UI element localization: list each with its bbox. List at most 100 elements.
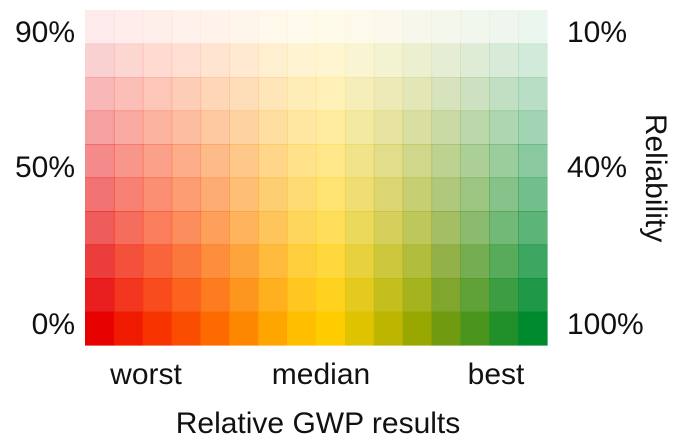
heatmap-cell xyxy=(316,110,346,145)
heatmap-cell xyxy=(287,211,317,246)
heatmap-cell xyxy=(200,311,230,346)
heatmap-cell xyxy=(200,177,230,212)
heatmap-cell xyxy=(518,110,548,145)
heatmap-cell xyxy=(489,177,519,212)
heatmap-cell xyxy=(258,43,288,78)
heatmap-cell xyxy=(229,211,259,246)
heatmap-cell xyxy=(113,278,144,313)
heatmap-cell xyxy=(229,43,259,78)
heatmap-cell xyxy=(200,43,230,78)
heatmap-cell xyxy=(171,211,202,246)
heatmap-cell xyxy=(402,77,433,112)
heatmap-cell xyxy=(460,110,490,145)
heatmap-cell xyxy=(171,110,202,145)
heatmap-cell xyxy=(373,10,404,45)
heatmap-cell xyxy=(200,278,230,313)
heatmap-cell xyxy=(431,144,461,179)
heatmap-cell xyxy=(518,278,548,313)
heatmap-cell xyxy=(373,144,404,179)
heatmap-cell xyxy=(518,77,548,112)
heatmap-cell xyxy=(316,77,346,112)
y-tick-left-90: 90% xyxy=(15,16,75,49)
heatmap-cell xyxy=(344,77,375,112)
heatmap-cell xyxy=(518,211,548,246)
heatmap-cell xyxy=(258,10,288,45)
heatmap-cell xyxy=(113,10,144,45)
heatmap-cell xyxy=(229,77,259,112)
heatmap-cell xyxy=(402,311,433,346)
heatmap-cell xyxy=(85,244,115,279)
heatmap-cell xyxy=(229,177,259,212)
heatmap-cell xyxy=(431,311,461,346)
heatmap-cell xyxy=(460,311,490,346)
x-tick-median: median xyxy=(272,358,370,391)
heatmap-cell xyxy=(316,144,346,179)
heatmap-cell xyxy=(316,244,346,279)
y-tick-left-0: 0% xyxy=(32,308,75,341)
heatmap-cell xyxy=(373,211,404,246)
heatmap-cell xyxy=(171,10,202,45)
heatmap-cell xyxy=(518,10,548,45)
heatmap-cell xyxy=(287,177,317,212)
heatmap-cell xyxy=(287,110,317,145)
y-tick-right-10: 10% xyxy=(567,16,627,49)
heatmap-cell xyxy=(85,144,115,179)
heatmap-cell xyxy=(489,43,519,78)
right-axis-label: Reliability xyxy=(639,114,672,242)
x-tick-worst: worst xyxy=(109,358,182,391)
heatmap-cell xyxy=(142,10,173,45)
heatmap-cell xyxy=(344,177,375,212)
heatmap-cell xyxy=(113,211,144,246)
heatmap-cell xyxy=(142,144,173,179)
heatmap-cell xyxy=(373,311,404,346)
heatmap-cell xyxy=(229,10,259,45)
heatmap-cell xyxy=(258,211,288,246)
heatmap-cell xyxy=(518,311,548,346)
heatmap-cell xyxy=(460,177,490,212)
heatmap-cell xyxy=(402,278,433,313)
heatmap-cell xyxy=(316,211,346,246)
heatmap-cell xyxy=(200,77,230,112)
heatmap-cell xyxy=(113,43,144,78)
heatmap-cell xyxy=(518,177,548,212)
heatmap-cell xyxy=(287,43,317,78)
heatmap-cell xyxy=(287,144,317,179)
heatmap-cell xyxy=(200,211,230,246)
y-tick-right-40: 40% xyxy=(567,151,627,184)
heatmap-cell xyxy=(200,144,230,179)
heatmap-cell xyxy=(142,177,173,212)
heatmap-cell xyxy=(316,10,346,45)
heatmap-cell xyxy=(460,244,490,279)
heatmap-cell xyxy=(258,278,288,313)
heatmap-cell xyxy=(489,144,519,179)
heatmap-cell xyxy=(431,43,461,78)
heatmap-cell xyxy=(460,10,490,45)
heatmap-cell xyxy=(373,278,404,313)
heatmap-cell xyxy=(85,311,115,346)
heatmap-cell xyxy=(489,110,519,145)
heatmap-cell xyxy=(431,244,461,279)
heatmap-cell xyxy=(344,110,375,145)
heatmap-cell xyxy=(200,244,230,279)
heatmap-cell xyxy=(373,110,404,145)
heatmap-cell xyxy=(113,77,144,112)
heatmap-cell xyxy=(460,144,490,179)
heatmap-cell xyxy=(171,278,202,313)
heatmap-cell xyxy=(85,110,115,145)
heatmap-cell xyxy=(287,244,317,279)
heatmap-cell xyxy=(142,77,173,112)
heatmap-cell xyxy=(431,10,461,45)
heatmap-cell xyxy=(287,77,317,112)
heatmap-cell xyxy=(373,177,404,212)
heatmap-cell xyxy=(258,77,288,112)
heatmap-cell xyxy=(402,110,433,145)
heatmap-cell xyxy=(344,144,375,179)
heatmap-cell xyxy=(344,43,375,78)
heatmap-cell xyxy=(200,110,230,145)
heatmap-cell xyxy=(113,144,144,179)
heatmap-cell xyxy=(431,110,461,145)
heatmap-cell xyxy=(316,278,346,313)
heatmap-cell xyxy=(229,110,259,145)
heatmap-cell xyxy=(258,311,288,346)
